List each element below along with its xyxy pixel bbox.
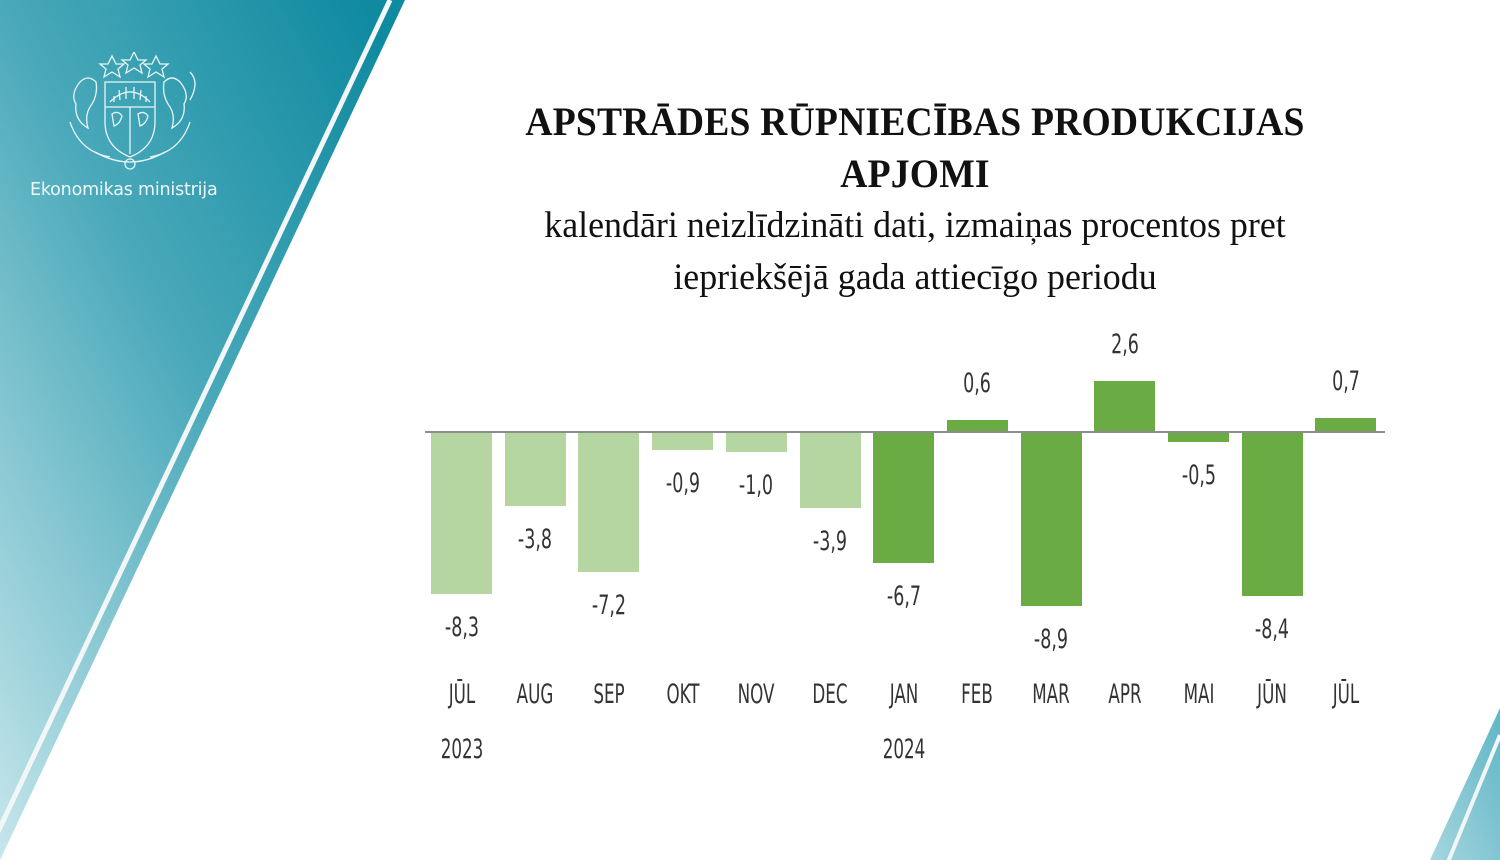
chart-title-line-1: APSTRĀDES RŪPNIECĪBAS PRODUKCIJAS [525,99,1305,144]
left-panel-stripe [0,0,393,834]
bar-nov-2023 [725,432,787,452]
data-label: -8,9 [1034,623,1069,655]
data-label: -0,5 [1181,459,1216,491]
bar-chart: -8,3 JŪL -3,8 AUG -7,2 SEP -0,9 OKT -1,0 NOV -3,9 D… [410,320,1410,790]
category-label: APR [1108,679,1142,710]
category-label: NOV [737,679,775,710]
category-label: JŪL [448,679,475,710]
category-label: AUG [516,679,554,710]
bar-sep-2023 [578,432,640,573]
bar-mar-2024 [1020,432,1082,606]
data-label: -6,7 [886,580,921,612]
bar-apr-2024 [1094,381,1156,432]
data-label: -1,0 [739,469,774,501]
bar-jan-2024 [873,432,935,563]
data-label: -0,9 [665,467,700,499]
category-label: OKT [666,679,700,710]
category-label: SEP [593,679,625,710]
data-label: -8,4 [1255,613,1290,645]
chart-subtitle-line-1: kalendāri neizlīdzināti dati, izmaiņas p… [544,205,1286,246]
bar-mai-2024 [1168,432,1229,442]
data-label: 2,6 [1110,329,1139,361]
latvia-coat-of-arms-icon [69,52,196,170]
category-label: JŪN [1257,679,1288,710]
data-label: -7,2 [591,590,626,622]
ministry-name: Ekonomikas ministrija [30,180,218,200]
bar-okt-2023 [652,432,714,450]
category-label: JŪL [1332,679,1360,710]
category-label: FEB [961,679,994,710]
category-label: JAN [889,679,918,710]
zero-axis-line [425,431,1385,433]
bar-dec-2023 [799,432,861,509]
category-label: MAR [1032,679,1070,710]
left-teal-panel [0,0,405,860]
chart-title-block: APSTRĀDES RŪPNIECĪBAS PRODUKCIJAS APJOMI… [420,96,1410,304]
data-label: -8,3 [444,611,479,643]
bar-jūn-2024 [1241,432,1303,596]
data-label: -3,8 [518,524,553,556]
bar-jūl-2023 [431,432,492,594]
chart-subtitle-line-2: iepriekšējā gada attiecīgo periodu [673,257,1157,298]
category-label: MAI [1183,679,1214,710]
year-label: 2023 [440,734,483,765]
bar-feb-2024 [946,420,1008,432]
bar-jūl-2024 [1315,418,1377,432]
category-label: DEC [812,679,848,710]
right-corner-stripe [1446,734,1500,860]
chart-title-line-2: APJOMI [840,151,990,196]
year-label: 2024 [882,734,925,765]
right-corner-panel [1430,708,1500,860]
bar-aug-2023 [504,432,566,507]
data-label: 0,7 [1331,366,1360,398]
data-label: -3,9 [812,526,848,558]
data-label: 0,6 [963,368,992,400]
